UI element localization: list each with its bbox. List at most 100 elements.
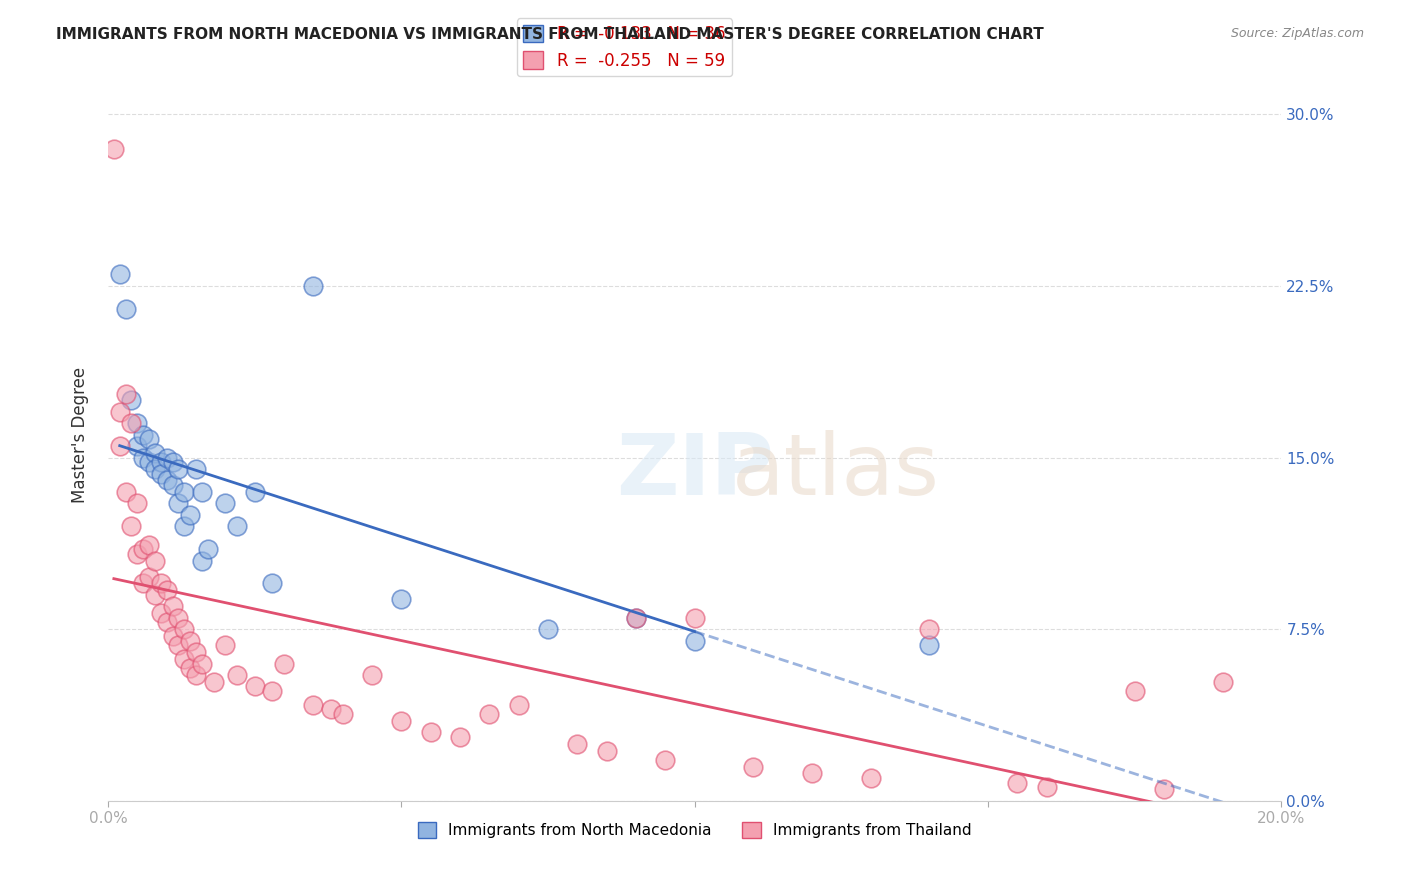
Point — [624, 611, 647, 625]
Point — [114, 301, 136, 316]
Point — [1123, 684, 1146, 698]
Point — [537, 622, 560, 636]
Point — [120, 393, 142, 408]
Point — [859, 771, 882, 785]
Point — [419, 725, 441, 739]
Point — [143, 588, 166, 602]
Point — [149, 455, 172, 469]
Point — [1035, 780, 1057, 794]
Point — [918, 622, 941, 636]
Point — [197, 542, 219, 557]
Point — [103, 142, 125, 156]
Point — [167, 638, 190, 652]
Point — [167, 611, 190, 625]
Point — [143, 462, 166, 476]
Point — [162, 599, 184, 614]
Text: ZIP: ZIP — [616, 430, 773, 513]
Point — [149, 606, 172, 620]
Point — [167, 496, 190, 510]
Point — [132, 427, 155, 442]
Point — [302, 279, 325, 293]
Point — [683, 611, 706, 625]
Point — [156, 450, 179, 465]
Y-axis label: Master's Degree: Master's Degree — [72, 367, 89, 503]
Point — [654, 753, 676, 767]
Point — [742, 759, 765, 773]
Point — [191, 553, 214, 567]
Point — [226, 668, 249, 682]
Point — [179, 633, 201, 648]
Point — [120, 519, 142, 533]
Point — [262, 576, 284, 591]
Point — [114, 484, 136, 499]
Point — [214, 496, 236, 510]
Point — [138, 432, 160, 446]
Point — [173, 484, 195, 499]
Point — [243, 484, 266, 499]
Point — [226, 519, 249, 533]
Point — [138, 537, 160, 551]
Point — [179, 661, 201, 675]
Point — [801, 766, 824, 780]
Point — [132, 542, 155, 557]
Point — [138, 569, 160, 583]
Point — [302, 698, 325, 712]
Point — [332, 706, 354, 721]
Point — [202, 674, 225, 689]
Point — [449, 730, 471, 744]
Point — [361, 668, 384, 682]
Point — [156, 615, 179, 630]
Point — [127, 439, 149, 453]
Point — [162, 478, 184, 492]
Point — [319, 702, 342, 716]
Point — [149, 467, 172, 481]
Point — [179, 508, 201, 522]
Point — [156, 474, 179, 488]
Point — [108, 439, 131, 453]
Legend: Immigrants from North Macedonia, Immigrants from Thailand: Immigrants from North Macedonia, Immigra… — [412, 816, 977, 845]
Point — [273, 657, 295, 671]
Point — [143, 446, 166, 460]
Point — [114, 386, 136, 401]
Point — [127, 417, 149, 431]
Point — [120, 417, 142, 431]
Point — [162, 455, 184, 469]
Point — [162, 629, 184, 643]
Point — [108, 405, 131, 419]
Point — [262, 684, 284, 698]
Point — [138, 455, 160, 469]
Point — [167, 462, 190, 476]
Point — [389, 714, 412, 728]
Point — [624, 611, 647, 625]
Point — [918, 638, 941, 652]
Point — [1153, 782, 1175, 797]
Point — [1007, 775, 1029, 789]
Point — [127, 547, 149, 561]
Point — [191, 484, 214, 499]
Point — [132, 450, 155, 465]
Point — [173, 652, 195, 666]
Point — [595, 743, 617, 757]
Point — [389, 592, 412, 607]
Point — [1212, 674, 1234, 689]
Point — [143, 553, 166, 567]
Point — [173, 519, 195, 533]
Point — [683, 633, 706, 648]
Point — [173, 622, 195, 636]
Point — [508, 698, 530, 712]
Text: IMMIGRANTS FROM NORTH MACEDONIA VS IMMIGRANTS FROM THAILAND MASTER'S DEGREE CORR: IMMIGRANTS FROM NORTH MACEDONIA VS IMMIG… — [56, 27, 1045, 42]
Point — [108, 268, 131, 282]
Point — [184, 462, 207, 476]
Point — [127, 496, 149, 510]
Point — [243, 680, 266, 694]
Point — [132, 576, 155, 591]
Point — [156, 583, 179, 598]
Point — [191, 657, 214, 671]
Point — [149, 576, 172, 591]
Point — [184, 645, 207, 659]
Text: atlas: atlas — [731, 430, 939, 513]
Point — [478, 706, 501, 721]
Point — [184, 668, 207, 682]
Point — [567, 737, 589, 751]
Point — [214, 638, 236, 652]
